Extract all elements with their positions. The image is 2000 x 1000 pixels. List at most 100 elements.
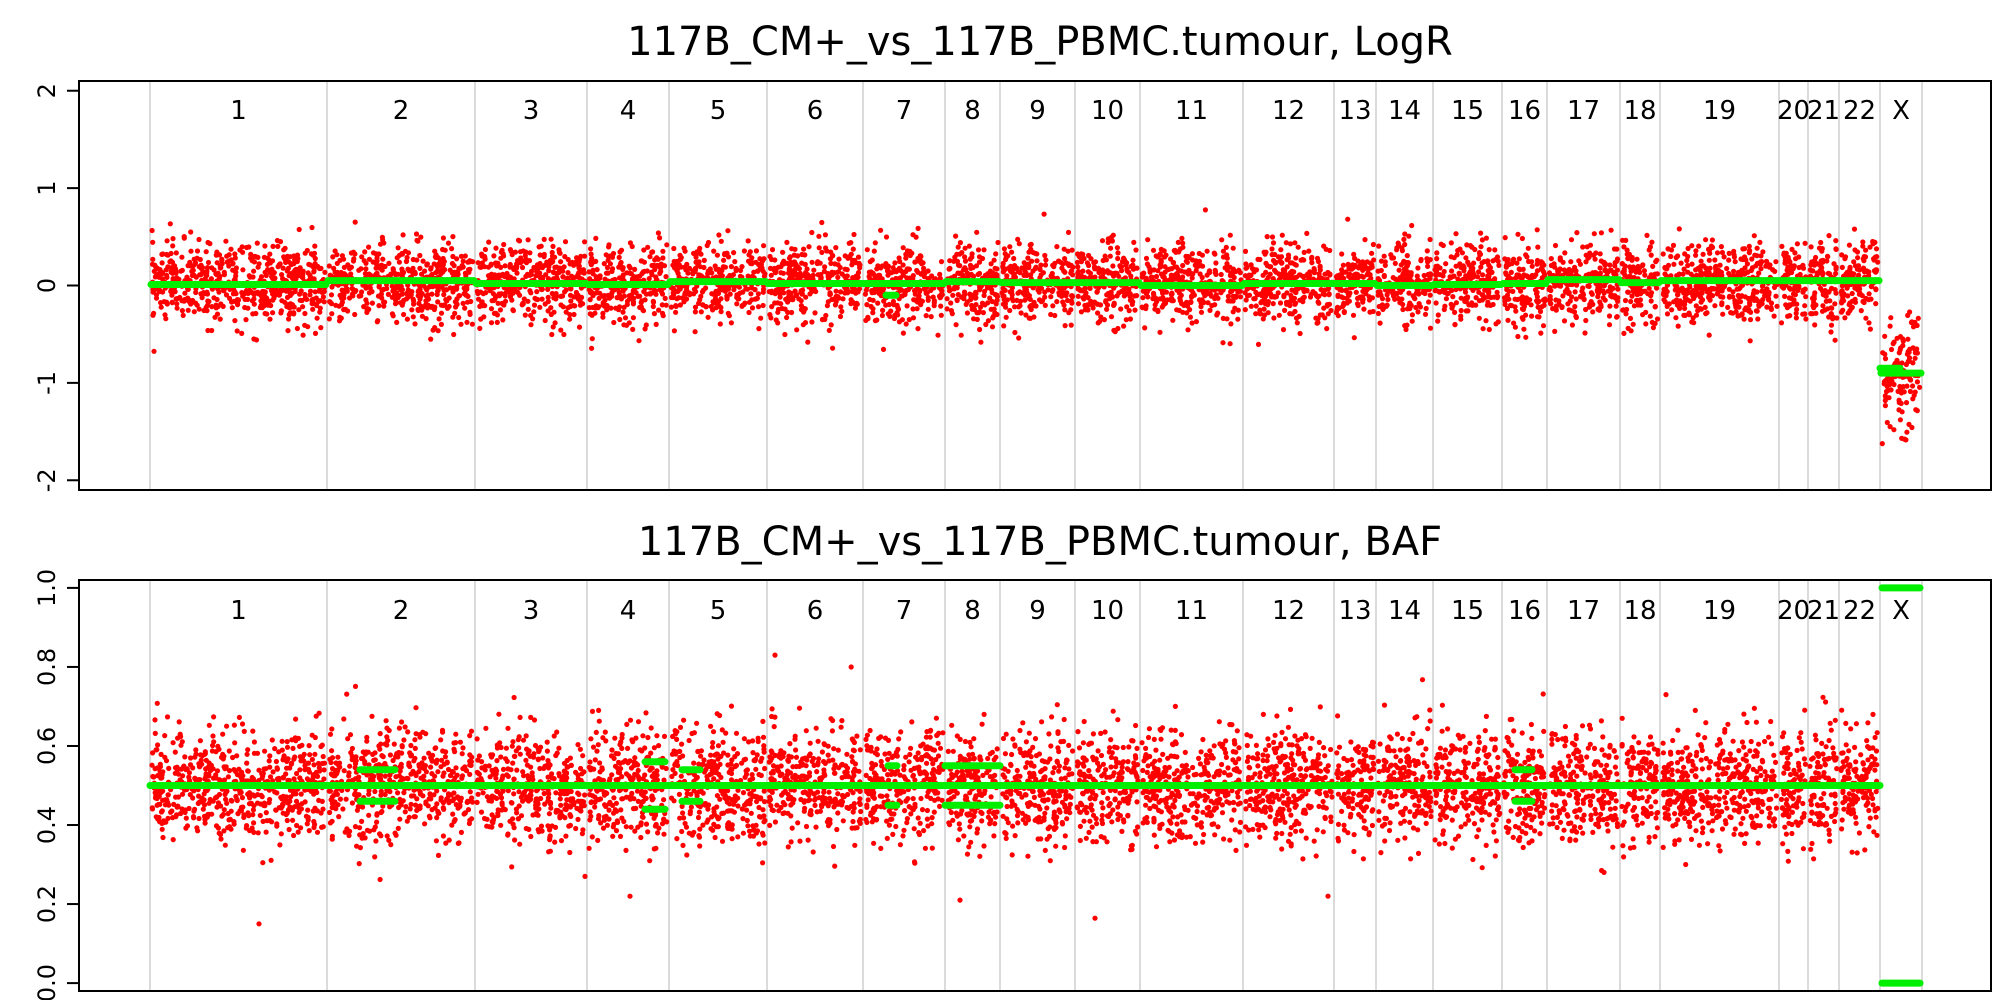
data-point (646, 276, 652, 282)
data-point (655, 230, 662, 236)
data-point (428, 336, 434, 342)
data-point (267, 316, 273, 322)
data-point (896, 319, 903, 325)
data-point (439, 261, 446, 267)
data-point (906, 317, 912, 323)
data-point (440, 235, 446, 241)
data-point (939, 288, 945, 294)
data-point (1145, 237, 1151, 243)
data-point (1671, 261, 1677, 267)
data-point (1001, 246, 1008, 252)
data-point (1212, 302, 1218, 308)
data-point (721, 257, 727, 263)
data-point (1758, 266, 1764, 272)
data-point (150, 256, 156, 262)
data-point (1039, 298, 1046, 304)
data-point (968, 297, 974, 303)
data-point (488, 262, 494, 268)
data-point (458, 253, 464, 259)
data-point (213, 271, 219, 277)
data-point (697, 297, 703, 303)
data-point (1526, 274, 1532, 280)
data-point (806, 244, 812, 250)
data-point (800, 322, 806, 328)
data-point (1541, 262, 1547, 268)
data-point (785, 309, 791, 315)
data-point (839, 271, 845, 277)
data-point (572, 261, 578, 267)
data-point (164, 272, 170, 278)
data-point (1534, 227, 1540, 233)
data-point (443, 297, 449, 303)
data-point (1324, 326, 1330, 332)
data-point (977, 326, 983, 333)
data-point (412, 321, 418, 327)
data-point (545, 299, 551, 305)
data-point (196, 236, 202, 243)
data-point (435, 328, 441, 334)
data-point (976, 259, 983, 265)
data-point (749, 297, 755, 303)
data-point (1409, 222, 1415, 229)
data-point (456, 314, 462, 321)
data-point (847, 253, 853, 259)
data-point (326, 316, 332, 322)
data-point (1676, 226, 1682, 232)
data-point (1123, 317, 1129, 323)
data-point (157, 287, 163, 293)
data-point (1582, 330, 1588, 336)
data-point (1352, 255, 1358, 261)
data-point (892, 312, 898, 318)
data-point (1479, 297, 1485, 303)
data-point (1151, 292, 1157, 298)
data-point (755, 291, 762, 297)
data-point (907, 248, 913, 254)
data-point (401, 297, 407, 303)
data-point (188, 301, 194, 307)
data-point (650, 298, 656, 304)
data-point (753, 248, 760, 254)
data-point (687, 292, 693, 298)
data-point (871, 248, 877, 254)
data-point (728, 264, 735, 270)
data-point (253, 254, 259, 260)
data-point (831, 270, 838, 276)
data-point (923, 313, 929, 319)
data-point (595, 305, 601, 311)
data-point (677, 252, 683, 258)
data-point (1515, 231, 1521, 237)
data-point (1140, 288, 1146, 294)
data-point (1627, 315, 1634, 321)
data-point (208, 276, 214, 282)
data-point (879, 312, 886, 319)
data-point (188, 248, 194, 254)
data-point (1598, 283, 1604, 289)
data-point (244, 244, 250, 251)
data-point (345, 308, 351, 314)
data-point (436, 316, 442, 322)
data-point (963, 301, 969, 307)
data-point (1297, 272, 1303, 278)
data-point (593, 274, 599, 280)
data-point (451, 331, 457, 338)
data-point (716, 303, 722, 309)
data-point (936, 293, 943, 299)
data-point (904, 303, 910, 309)
data-point (438, 310, 445, 316)
data-point (424, 305, 431, 311)
data-point (1649, 239, 1655, 245)
data-point (797, 275, 803, 281)
data-point (952, 254, 958, 260)
data-point (1540, 323, 1547, 329)
data-point (918, 302, 924, 308)
data-point (670, 290, 676, 296)
data-point (1189, 251, 1195, 257)
data-point (366, 244, 372, 250)
data-point (375, 318, 381, 324)
data-point (233, 291, 239, 297)
data-point (1560, 293, 1566, 299)
data-point (1613, 303, 1619, 309)
data-point (624, 298, 631, 304)
data-point (558, 327, 564, 333)
data-point (631, 287, 637, 293)
